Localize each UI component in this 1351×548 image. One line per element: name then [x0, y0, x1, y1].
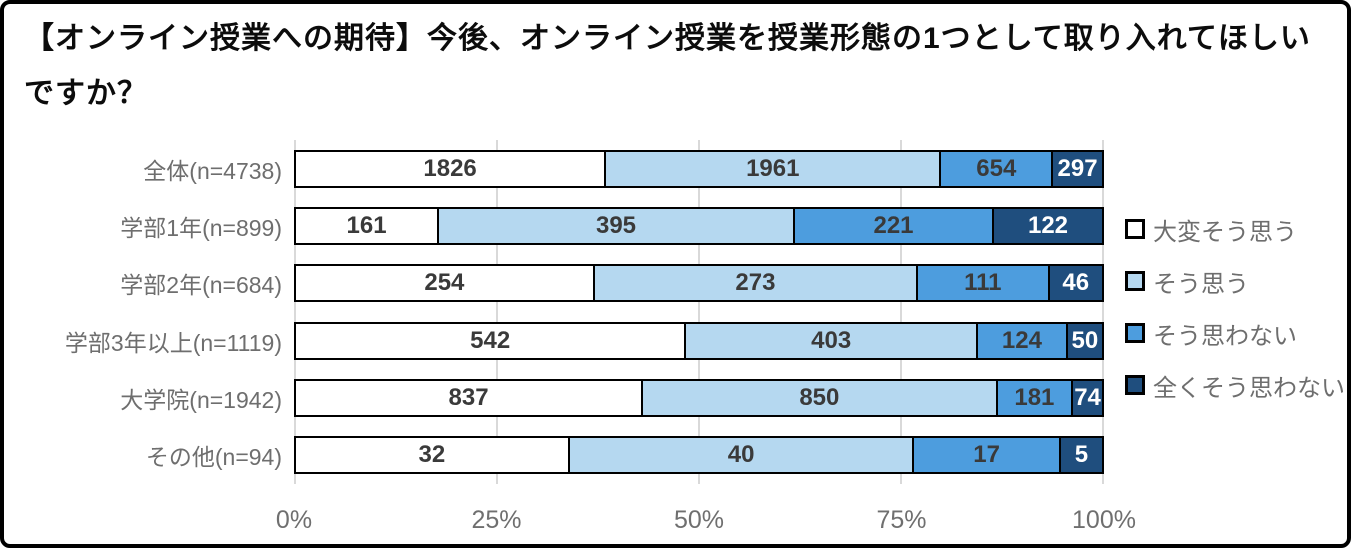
bar-segment: 17	[912, 436, 1061, 475]
bar-track: 161 395 221 122	[294, 206, 1104, 245]
bar-segment: 32	[294, 436, 570, 475]
bar-value-label: 1826	[423, 154, 477, 182]
bar-value-label: 40	[727, 441, 755, 469]
category-label: その他(n=94)	[145, 444, 282, 471]
bar-segment: 122	[992, 206, 1104, 245]
bar-segment: 1961	[604, 149, 942, 188]
bar-segment: 654	[939, 149, 1054, 188]
bar-value-label: 1961	[746, 154, 800, 182]
legend: 大変そう思う そう思うそう思わない全くそう思わない	[1125, 203, 1345, 411]
bar-segment: 273	[592, 264, 919, 303]
legend-item: そう思わない	[1125, 307, 1345, 359]
category-label: 学部3年以上(n=1119)	[64, 329, 282, 356]
bar-value-label: 32	[418, 441, 446, 469]
legend-item: 全くそう思わない	[1125, 359, 1345, 411]
bar-value-label: 297	[1057, 154, 1098, 182]
bar-segment: 111	[916, 264, 1050, 303]
bar-row: 学部1年(n=899) 161 395 221 122	[20, 197, 1104, 254]
bar-segment: 254	[294, 264, 595, 303]
bar-segment: 5	[1058, 436, 1104, 475]
bar-track: 1826 1961 654 297	[294, 149, 1104, 188]
bar-value-label: 122	[1027, 211, 1069, 239]
bar-value-label: 850	[799, 383, 840, 411]
bar-row: その他(n=94) 32 40 17 5	[20, 427, 1104, 484]
bar-segment: 161	[294, 206, 440, 245]
bar-value-label: 403	[811, 326, 852, 354]
category-label: 大学院(n=1942)	[120, 386, 282, 413]
bar-segment: 181	[995, 378, 1074, 417]
bar-segment: 850	[641, 378, 998, 417]
bar-track: 32 40 17 5	[294, 436, 1104, 475]
bar-value-label: 46	[1062, 269, 1090, 297]
bar-segment: 297	[1051, 149, 1104, 188]
chart-title: 【オンライン授業への期待】今後、オンライン授業を授業形態の1つとして取り入れてほ…	[24, 22, 1311, 110]
x-axis-tick-label: 75%	[876, 506, 927, 534]
bar-track: 542 403 124 50	[294, 321, 1104, 360]
bar-row: 全体(n=4738) 1826 1961 654 297	[20, 140, 1104, 197]
plot-area: 全体(n=4738) 1826 1961 654 297 学部1年(n=899) 161 39…	[20, 140, 1104, 484]
bar-segment: 221	[792, 206, 995, 245]
category-label: 全体(n=4738)	[143, 157, 282, 184]
x-axis-tick-label: 100%	[1072, 506, 1136, 534]
bar-value-label: 74	[1074, 383, 1101, 411]
bar-row: 学部2年(n=684) 254 273 111 46	[20, 255, 1104, 312]
legend-label: 大変そう思う	[1153, 218, 1297, 246]
bar-value-label: 181	[1014, 383, 1055, 411]
bar-segment: 395	[437, 206, 795, 245]
bar-segment: 40	[567, 436, 915, 475]
bar-segment: 124	[976, 321, 1068, 360]
bar-segment: 74	[1071, 378, 1104, 417]
legend-label: そう思わない	[1153, 322, 1297, 350]
legend-swatch-icon	[1125, 219, 1145, 239]
legend-item: そう思う	[1125, 255, 1345, 307]
bar-value-label: 395	[595, 211, 637, 239]
x-axis-tick-label: 25%	[471, 506, 522, 534]
legend-item: 大変そう思う	[1125, 203, 1345, 255]
bar-value-label: 5	[1074, 441, 1089, 469]
x-axis-tick-label: 0%	[275, 506, 313, 534]
bar-row: 大学院(n=1942) 837 850 181 74	[20, 369, 1104, 426]
legend-label: そう思う	[1153, 270, 1249, 298]
bar-value-label: 654	[976, 154, 1017, 182]
bar-segment: 837	[294, 378, 644, 417]
bar-track: 837 850 181 74	[294, 378, 1104, 417]
x-axis: 0% 25% 50% 75% 100%	[276, 506, 1136, 538]
bar-row: 学部3年以上(n=1119) 542 403 124 50	[20, 312, 1104, 369]
gridlines	[294, 140, 1104, 484]
bar-track: 254 273 111 46	[294, 264, 1104, 303]
bar-value-label: 124	[1001, 326, 1042, 354]
bar-segment: 50	[1065, 321, 1104, 360]
bar-value-label: 542	[470, 326, 511, 354]
bar-value-label: 837	[448, 383, 489, 411]
bar-value-label: 17	[973, 441, 1000, 469]
bar-value-label: 161	[346, 211, 387, 239]
bar-value-label: 50	[1071, 326, 1099, 354]
bar-segment: 1826	[294, 149, 607, 188]
x-axis-tick-label: 50%	[673, 506, 725, 534]
bar-value-label: 221	[873, 211, 914, 239]
bar-value-label: 273	[735, 269, 776, 297]
category-label: 学部1年(n=899)	[120, 214, 282, 241]
legend-swatch-icon	[1125, 323, 1145, 343]
legend-swatch-icon	[1125, 375, 1145, 395]
legend-swatch-icon	[1125, 271, 1145, 291]
bar-segment: 542	[294, 321, 687, 360]
bar-value-label: 254	[424, 269, 465, 297]
bar-value-label: 111	[964, 269, 1002, 297]
bar-segment: 403	[684, 321, 979, 360]
category-label: 学部2年(n=684)	[120, 272, 282, 299]
bar-segment: 46	[1047, 264, 1104, 303]
legend-label: 全くそう思わない	[1153, 374, 1345, 402]
